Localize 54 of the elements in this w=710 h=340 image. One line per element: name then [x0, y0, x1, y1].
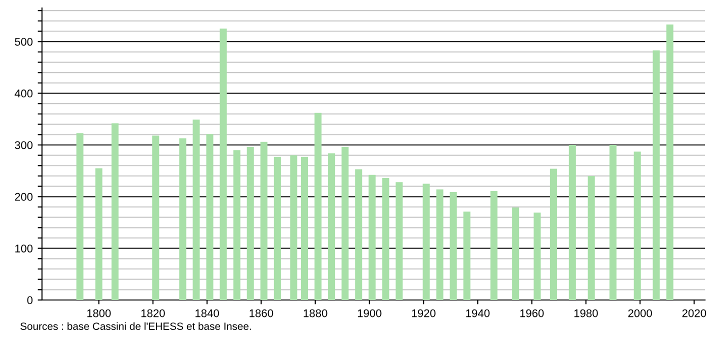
bar: [342, 147, 349, 300]
bar: [274, 156, 281, 300]
source-note: Sources : base Cassini de l'EHESS et base Insee.: [20, 322, 251, 330]
bar: [290, 155, 298, 300]
y-tick-label: 400: [14, 90, 33, 98]
x-tick-label: 2020: [682, 309, 706, 318]
bar: [220, 28, 227, 300]
bar: [463, 212, 470, 300]
bar: [396, 182, 403, 300]
bar: [152, 136, 160, 300]
bar: [568, 144, 576, 300]
bar: [206, 134, 214, 300]
bar: [436, 189, 444, 300]
bar: [246, 147, 254, 300]
y-tick-label: 500: [14, 38, 33, 46]
bar: [422, 184, 430, 300]
bar: [534, 212, 541, 300]
x-tick-label: 1820: [141, 309, 165, 318]
y-tick-label: 200: [14, 192, 33, 201]
x-tick-label: 1800: [87, 309, 111, 318]
bar: [490, 190, 498, 300]
bar: [112, 123, 119, 300]
x-tick-label: 2000: [628, 309, 652, 318]
bar: [328, 153, 336, 300]
bar: [300, 156, 308, 300]
x-tick-label: 1920: [412, 309, 436, 318]
bar: [76, 133, 84, 300]
x-tick-label: 1960: [520, 309, 544, 318]
x-tick-label: 1840: [196, 309, 219, 318]
x-tick-label: 1900: [358, 309, 382, 318]
y-tick-label: 100: [15, 244, 33, 252]
bar: [382, 178, 390, 300]
x-tick-label: 1940: [466, 309, 490, 318]
y-tick-label: 300: [14, 141, 33, 150]
x-tick-label: 1880: [304, 309, 328, 318]
bar: [233, 150, 240, 300]
x-tick-label: 1980: [574, 309, 598, 318]
bar: [179, 138, 186, 300]
y-tick-label: 0: [27, 296, 33, 304]
bar: [652, 50, 660, 300]
bar: [314, 112, 322, 300]
bar: [666, 24, 674, 300]
bar: [450, 192, 457, 300]
bar: [588, 176, 595, 300]
bar: [512, 207, 520, 300]
x-tick-label: 1860: [250, 309, 274, 318]
bar: [368, 174, 376, 300]
bar: [260, 142, 268, 300]
bar: [95, 168, 102, 300]
bar: [609, 144, 617, 300]
bar: [355, 169, 362, 300]
bar: [550, 168, 557, 300]
bar: [192, 120, 200, 300]
bar: [634, 152, 641, 300]
